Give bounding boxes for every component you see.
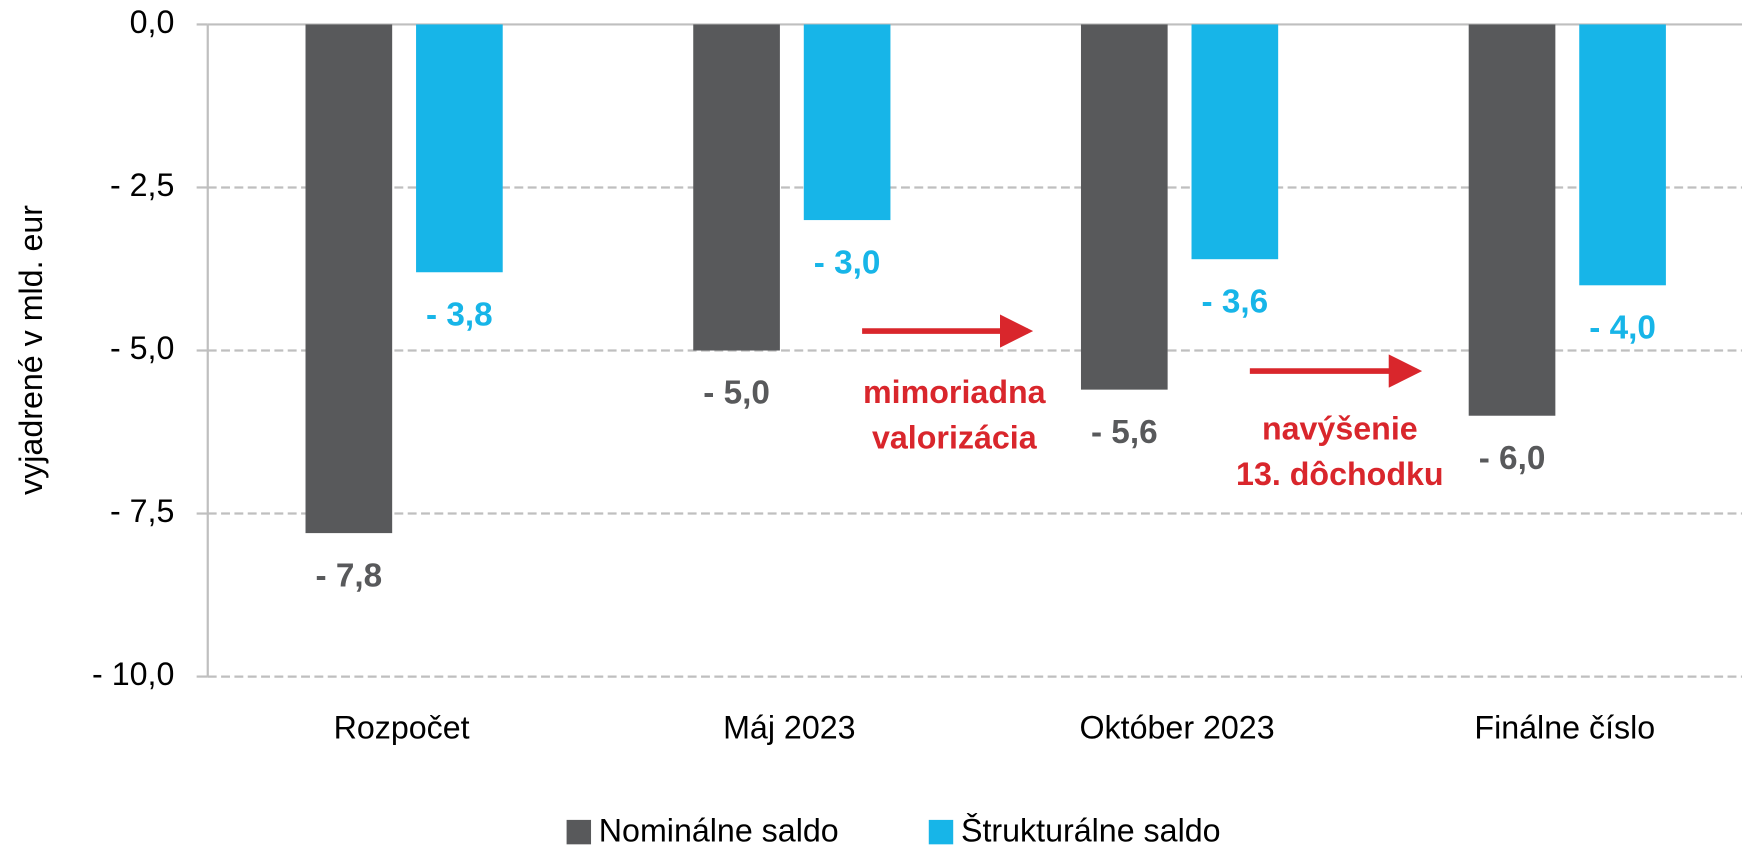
annotation: navýšenie [1262,411,1418,447]
bar [1579,24,1666,286]
value-label: - 3,0 [814,244,881,281]
value-label: - 6,0 [1479,440,1546,477]
value-label: - 4,0 [1589,310,1656,347]
legend-label: Štrukturálne saldo [961,813,1221,846]
y-tick-label: 0,0 [130,4,175,40]
y-axis-label: vyjadrené v mld. eur [13,205,49,495]
annotation: mimoriadna [863,374,1047,410]
y-tick-label: - 7,5 [110,493,174,529]
annotation: valorizácia [872,419,1038,455]
bar [1468,24,1556,416]
legend-label: Nominálne saldo [599,813,839,846]
x-tick-label: Rozpočet [334,709,470,745]
bar [1080,24,1168,390]
bar [305,24,393,534]
value-label: - 3,8 [426,296,493,333]
bar [416,24,503,273]
bar [693,24,780,351]
x-tick-label: Máj 2023 [723,709,855,745]
y-tick-label: - 5,0 [110,330,174,366]
x-tick-label: Október 2023 [1080,709,1275,745]
x-tick-label: Finálne číslo [1474,709,1655,745]
bar [803,24,891,221]
value-label: - 7,8 [316,557,383,594]
legend-swatch [928,819,954,845]
y-tick-label: - 2,5 [110,167,174,203]
bar [1191,24,1279,260]
value-label: - 5,0 [703,375,770,412]
y-tick-label: - 10,0 [92,656,174,692]
value-label: - 5,6 [1091,414,1158,451]
value-label: - 3,6 [1202,283,1269,320]
legend-swatch [566,819,592,845]
annotation: 13. dôchodku [1236,456,1444,492]
